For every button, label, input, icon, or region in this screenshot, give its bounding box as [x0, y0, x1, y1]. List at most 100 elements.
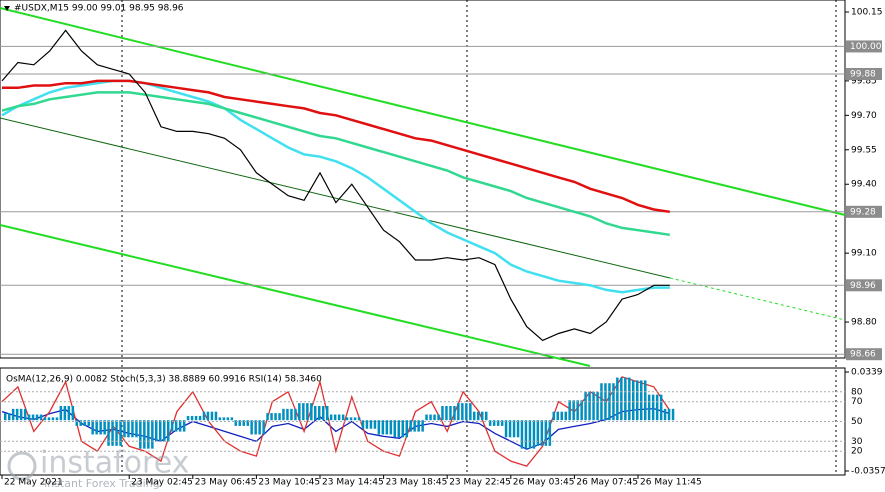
osma-bar [568, 400, 571, 421]
osma-bar [548, 420, 552, 446]
osma-bar [99, 420, 102, 435]
osma-bar [528, 420, 532, 449]
osma-bar [174, 420, 178, 432]
series-line [1, 29, 670, 342]
osma-bar [8, 413, 11, 421]
osma-bar [381, 420, 385, 435]
osma-bar [19, 408, 23, 421]
osma-bar [421, 420, 424, 432]
y-tick-label: 50 [851, 417, 863, 427]
osma-bar [373, 420, 377, 429]
osma-bar [35, 414, 39, 421]
osma-bar [393, 420, 396, 438]
osma-bar [115, 420, 118, 446]
osma-bar [333, 414, 337, 421]
osma-bar [425, 414, 428, 421]
price-level-label: 99.88 [850, 69, 876, 79]
osma-bar [278, 413, 281, 421]
osma-bar [131, 420, 134, 438]
osma-bar [500, 420, 504, 426]
osma-bar [258, 420, 261, 435]
series-line [1, 91, 670, 237]
price-level-box [846, 279, 882, 292]
osma-bar [659, 394, 663, 421]
osma-bar [143, 420, 146, 449]
osma-bar [306, 403, 309, 421]
osma-bar [91, 420, 94, 435]
x-tick-label: 23 May 10:45 [258, 478, 320, 488]
channel-lower [0, 224, 591, 367]
price-level-box [846, 67, 882, 80]
y-tick-label: 99.10 [851, 249, 877, 259]
osma-bar [11, 408, 15, 421]
osma-bar [23, 408, 27, 421]
y-tick-label: 30 [851, 437, 863, 447]
osma-bar [206, 411, 210, 421]
y-tick-label: 20 [851, 447, 863, 457]
x-tick-label: 23 May 22:45 [449, 478, 511, 488]
osma-bar [210, 411, 214, 421]
osma-bar [536, 420, 540, 446]
osma-bar [552, 411, 555, 421]
osma-bar [322, 405, 325, 421]
osma-bar [250, 420, 253, 435]
osma-bar [477, 411, 480, 421]
osma-bar [636, 380, 639, 421]
price-level-label: 99.28 [850, 207, 876, 217]
osma-bar [576, 400, 579, 421]
y-tick-label: 0.0339 [851, 368, 883, 378]
osma-bar [194, 415, 198, 421]
y-tick-label: 70 [851, 397, 863, 407]
osma-bar [71, 405, 75, 421]
osma-bar [79, 420, 82, 426]
osma-bar [119, 420, 122, 446]
x-tick-label: 23 May 14:45 [322, 478, 384, 488]
channel-upper [0, 7, 846, 216]
osma-bar [218, 417, 222, 421]
osma-bar [572, 400, 575, 421]
osma-bar [624, 377, 627, 421]
osma-bar [655, 394, 659, 421]
osma-bar [47, 417, 51, 421]
osma-bar [266, 413, 269, 421]
osma-bar [43, 417, 47, 421]
osma-bar [67, 405, 71, 421]
osma-bar [441, 405, 444, 421]
x-tick-label: 23 May 06:45 [195, 478, 257, 488]
y-tick-label: -0.0357 [851, 467, 885, 477]
osma-bar [445, 405, 448, 421]
osma-bar [214, 411, 218, 421]
price-level-box [846, 348, 882, 361]
main-frame [0, 0, 846, 359]
osma-bar [51, 417, 55, 421]
y-tick-label: 99.55 [851, 145, 877, 155]
osma-bar [226, 417, 230, 421]
osma-bar [310, 403, 313, 421]
osma-bar [202, 411, 206, 421]
osma-bar [620, 377, 623, 421]
osma-bar [401, 420, 404, 438]
osma-bar [369, 420, 373, 429]
osma-bar [155, 420, 158, 442]
osma-bar [512, 420, 516, 438]
osma-bar [15, 408, 19, 421]
osma-bar [302, 403, 305, 421]
osma-bar [647, 394, 651, 421]
osma-bar [222, 417, 226, 421]
osma-bar [540, 420, 544, 446]
menu-arrow[interactable] [4, 6, 10, 11]
osma-bar [326, 405, 329, 421]
osma-bar [488, 420, 492, 426]
chart-title: #USDX,M15 99.00 99.01 98.95 98.96 [14, 4, 184, 14]
osma-bar [286, 408, 289, 421]
x-tick-label: 23 May 18:45 [386, 478, 448, 488]
osma-bar [413, 420, 416, 432]
osma-bar [298, 403, 301, 421]
osma-bar [246, 420, 249, 426]
osma-bar [139, 420, 142, 449]
osma-bar [496, 420, 500, 426]
osma-bar [389, 420, 393, 435]
osma-bar [337, 414, 341, 421]
osma-bar [564, 411, 567, 421]
